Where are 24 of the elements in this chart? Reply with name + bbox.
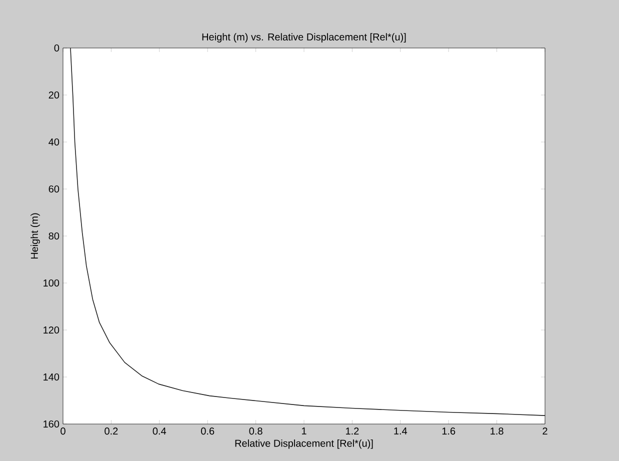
x-tick-label: 1.2 (346, 428, 359, 435)
y-tick-label: 60 (48, 185, 60, 193)
y-tick-label: 140 (44, 373, 60, 381)
y-tick-label: 120 (44, 326, 60, 334)
y-tick-label: 80 (48, 232, 60, 240)
y-tick-label: 160 (44, 420, 60, 428)
x-tick-label: 2 (542, 428, 548, 435)
y-tick-label: 0 (54, 44, 60, 52)
y-tick-label: 20 (48, 91, 60, 99)
x-tick-label: 1 (302, 428, 306, 434)
chart-title: Height (m) vs. Relative Displacement [Rel*(u)] (202, 33, 406, 42)
x-tick-label: 1.4 (394, 428, 408, 434)
x-tick-label: 0.2 (104, 428, 118, 435)
x-tick-label: 0.4 (152, 428, 166, 435)
x-tick-label: 1.6 (442, 428, 456, 435)
line-series (70, 48, 545, 416)
x-axis-title: Relative Displacement [Rel*(u)] (235, 439, 373, 449)
y-tick-label: 40 (48, 138, 60, 146)
x-tick-label: 0.6 (201, 428, 214, 435)
y-tick-label: 100 (44, 279, 60, 287)
x-tick-label: 0.8 (249, 428, 262, 435)
x-tick-label: 0 (60, 428, 66, 435)
x-tick-label: 1.8 (490, 428, 504, 435)
y-axis-title: Height (m) (30, 213, 40, 259)
